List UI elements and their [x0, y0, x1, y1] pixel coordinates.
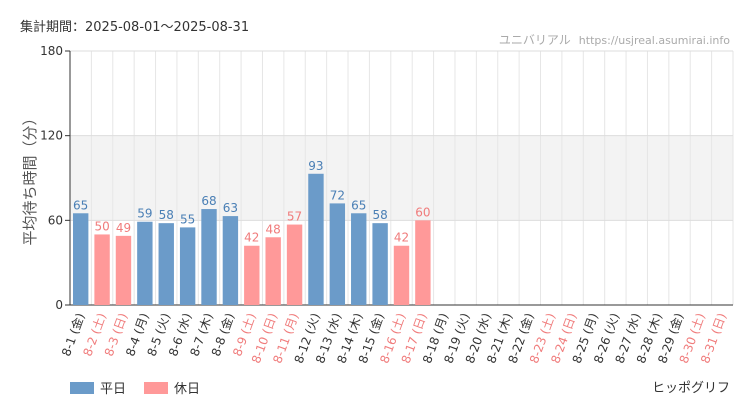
bar	[137, 221, 153, 305]
legend: 平日 休日	[70, 378, 218, 397]
watermark-label: ユニバリアル	[498, 33, 571, 47]
bar-value-label: 58	[159, 208, 174, 222]
bar-value-label: 48	[266, 222, 281, 236]
legend-label-weekday: 平日	[100, 382, 127, 397]
bar-value-label: 72	[330, 188, 345, 202]
bar	[115, 235, 132, 305]
legend-item-weekday[interactable]: 平日	[70, 378, 126, 397]
bar	[265, 237, 281, 305]
bar	[351, 213, 367, 305]
bar-value-label: 50	[94, 219, 109, 233]
bar-value-label: 60	[415, 205, 430, 219]
bar-value-label: 57	[287, 210, 302, 224]
bar	[372, 223, 388, 305]
legend-item-holiday[interactable]: 休日	[144, 378, 200, 397]
watermark-site: https://usjreal.asumirai.info	[578, 34, 730, 47]
brand-label: ヒッポグリフ	[651, 381, 730, 396]
bar	[222, 216, 239, 305]
y-tick-label: 120	[40, 129, 63, 143]
bar	[286, 224, 303, 305]
legend-swatch-weekday	[70, 381, 94, 394]
bar	[244, 245, 260, 305]
bar-value-label: 42	[244, 231, 259, 245]
bar-value-label: 65	[73, 198, 88, 212]
period-label: 集計期間：2025-08-01～2025-08-31	[20, 20, 250, 35]
bar-value-label: 93	[308, 159, 323, 173]
legend-swatch-holiday	[144, 381, 169, 394]
watermark: ユニバリアル https://usjreal.asumirai.info	[499, 31, 730, 48]
bar-value-label: 65	[351, 198, 366, 212]
bar-value-label: 63	[223, 201, 238, 215]
bar	[393, 245, 410, 305]
bar-value-label: 68	[201, 194, 216, 208]
chart-band	[70, 135, 733, 221]
bar	[158, 223, 174, 305]
bar-value-label: 59	[137, 207, 152, 221]
legend-label-holiday: 休日	[174, 382, 201, 397]
bar	[201, 209, 217, 305]
bar	[415, 220, 431, 305]
bar-value-label: 55	[180, 212, 195, 226]
y-tick-label: 180	[40, 44, 63, 58]
bar-value-label: 58	[372, 208, 387, 222]
bar	[308, 173, 324, 305]
bar-value-label: 49	[116, 221, 131, 235]
bar	[179, 227, 196, 305]
bar-value-label: 42	[394, 231, 409, 245]
y-tick-label: 60	[48, 213, 63, 227]
bar	[94, 234, 110, 305]
bar	[329, 203, 346, 305]
y-tick-label: 0	[55, 298, 63, 312]
y-axis-label: 平均待ち時間（分）	[21, 110, 39, 245]
bar	[72, 213, 89, 305]
